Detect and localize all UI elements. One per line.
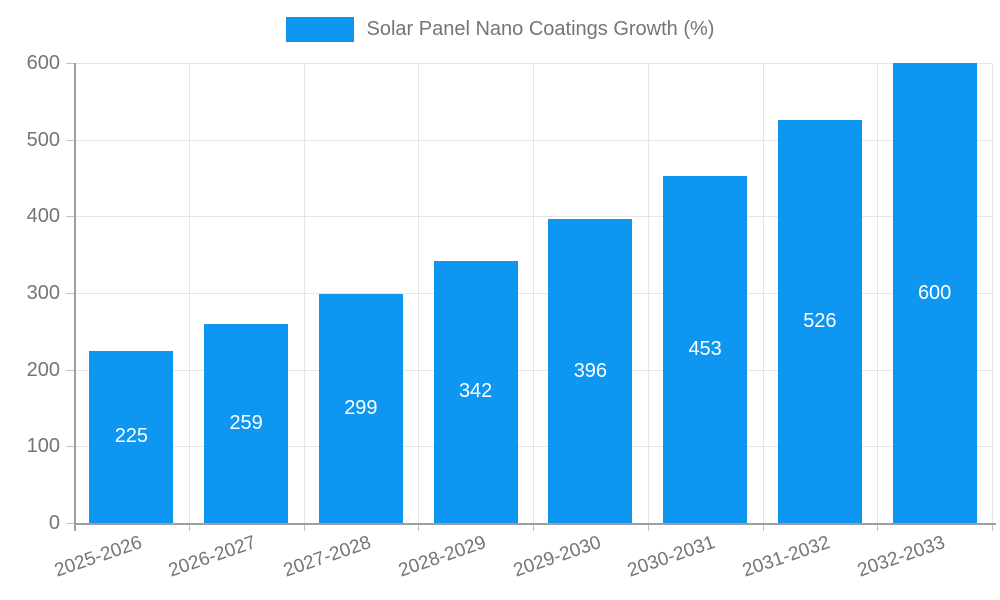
bar-value-label: 453	[688, 337, 722, 360]
x-axis-tick-mark	[188, 523, 190, 531]
gridline-v	[877, 63, 879, 523]
x-axis-tick-mark	[992, 523, 993, 531]
bar-value-label: 342	[458, 380, 493, 403]
y-axis-tick-label: 500	[26, 128, 60, 151]
x-axis-tick-label: 2027-2028	[280, 532, 374, 582]
bar-2030-2031[interactable]: 453	[663, 175, 748, 523]
bar-value-label: 526	[803, 309, 837, 332]
chart-legend[interactable]: Solar Panel Nano Coatings Growth (%)	[0, 17, 1000, 42]
gridline-v	[303, 63, 305, 523]
y-axis-tick-mark	[66, 63, 74, 64]
bar-value-label: 225	[114, 425, 149, 448]
x-axis-tick-mark	[418, 523, 420, 531]
y-axis-tick-label: 0	[48, 512, 60, 534]
bar-2026-2027[interactable]: 259	[204, 324, 289, 523]
y-axis-tick-label: 400	[26, 205, 60, 228]
gridline-v	[188, 63, 190, 523]
y-axis-tick-mark	[66, 369, 74, 371]
y-axis-tick-mark	[66, 523, 74, 524]
y-axis-tick-mark	[66, 216, 74, 218]
bar-2031-2032[interactable]: 526	[777, 119, 862, 523]
y-axis-line	[74, 63, 76, 531]
x-axis-tick-label: 2026-2027	[166, 532, 259, 582]
y-axis-tick-mark	[66, 139, 74, 141]
gridline-v	[762, 63, 764, 523]
gridline-v	[992, 63, 993, 523]
y-axis-tick-mark	[66, 293, 74, 294]
bar-value-label: 299	[344, 396, 378, 419]
bar-2032-2033[interactable]: 600	[892, 63, 977, 523]
x-axis-tick-label: 2028-2029	[395, 532, 489, 582]
y-axis-tick-label: 100	[26, 435, 60, 458]
x-axis-tick-label: 2025-2026	[51, 532, 145, 582]
x-axis-tick-mark	[303, 523, 305, 531]
x-axis-tick-mark	[762, 523, 764, 531]
bar-value-label: 600	[917, 281, 952, 304]
x-axis-tick-label: 2032-2033	[854, 532, 948, 582]
x-axis-tick-mark	[647, 523, 649, 531]
gridline-v	[533, 63, 534, 523]
x-axis-tick-mark	[533, 523, 534, 531]
x-axis-tick-label: 2029-2030	[510, 532, 604, 582]
gridline-v	[647, 63, 649, 523]
gridline-v	[418, 63, 420, 523]
legend-label: Solar Panel Nano Coatings Growth (%)	[366, 18, 715, 40]
legend-swatch-icon	[285, 17, 354, 42]
x-axis-tick-label: 2030-2031	[625, 532, 718, 582]
bar-2028-2029[interactable]: 342	[433, 260, 518, 523]
y-axis-tick-label: 300	[26, 282, 60, 304]
bar-2025-2026[interactable]: 225	[89, 350, 174, 523]
y-axis-tick-mark	[66, 446, 74, 448]
bar-value-label: 396	[573, 359, 608, 382]
bar-2029-2030[interactable]: 396	[548, 219, 633, 523]
bar-value-label: 259	[229, 412, 263, 435]
y-axis-tick-label: 600	[26, 52, 60, 74]
y-axis-tick-label: 200	[26, 358, 60, 381]
x-axis-line	[74, 523, 996, 525]
x-axis-tick-label: 2031-2032	[739, 532, 833, 582]
x-axis-tick-mark	[877, 523, 879, 531]
plot-area: 0 100 200 300 400 500 600 225 259 299 342 396 453 526…	[27, 52, 996, 581]
bar-2027-2028[interactable]: 299	[318, 293, 403, 523]
